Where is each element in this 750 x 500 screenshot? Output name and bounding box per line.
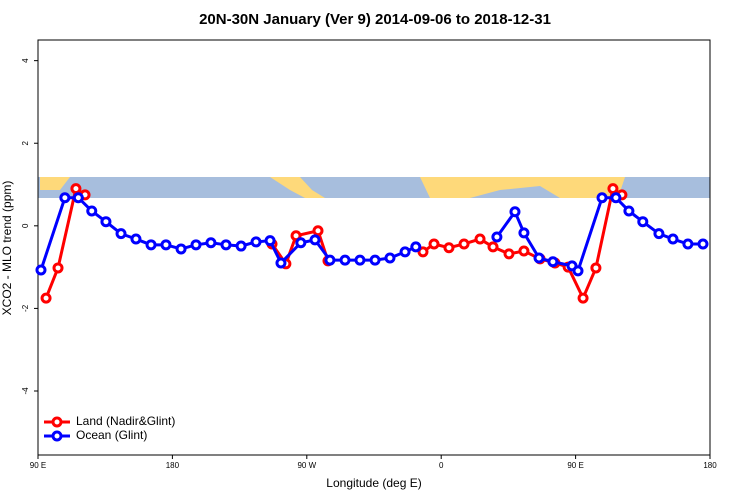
- point: [596, 192, 608, 204]
- point: [70, 183, 82, 195]
- map-band: [38, 177, 710, 198]
- point: [518, 245, 530, 257]
- point: [607, 183, 619, 195]
- x-tick-label: 180: [166, 461, 180, 470]
- map-land: [270, 177, 325, 198]
- point: [503, 248, 515, 260]
- point: [235, 240, 247, 252]
- x-tick-label: 90 W: [297, 461, 316, 470]
- y-tick-label: 0: [21, 223, 30, 228]
- point: [399, 246, 411, 258]
- point: [354, 254, 366, 266]
- point: [145, 239, 157, 251]
- point: [610, 192, 622, 204]
- point: [59, 192, 71, 204]
- point: [160, 239, 172, 251]
- point: [35, 264, 47, 276]
- point: [384, 252, 396, 264]
- series-line: [44, 186, 623, 302]
- point: [487, 241, 499, 253]
- point: [312, 225, 324, 237]
- plot-frame: [37, 39, 711, 456]
- legend-label: Land (Nadir&Glint): [76, 414, 175, 428]
- point: [443, 242, 455, 254]
- x-tick-label: 90 E: [567, 461, 583, 470]
- point: [264, 235, 276, 247]
- point: [72, 192, 84, 204]
- map-land: [420, 177, 625, 198]
- point: [369, 254, 381, 266]
- point: [86, 205, 98, 217]
- point: [309, 234, 321, 246]
- legend-marker: [51, 430, 63, 442]
- point: [190, 239, 202, 251]
- point: [509, 206, 521, 218]
- point: [653, 228, 665, 240]
- point: [220, 239, 232, 251]
- point: [417, 246, 429, 258]
- point: [115, 228, 127, 240]
- point: [130, 233, 142, 245]
- point: [295, 237, 307, 249]
- point: [458, 238, 470, 250]
- point: [572, 265, 584, 277]
- y-tick-label: 4: [21, 58, 30, 63]
- y-tick-label: 2: [21, 140, 30, 145]
- point: [324, 254, 336, 266]
- point: [697, 238, 709, 250]
- point: [577, 292, 589, 304]
- legend-label: Ocean (Glint): [76, 428, 147, 442]
- x-tick-label: 0: [439, 461, 444, 470]
- point: [474, 233, 486, 245]
- point: [250, 236, 262, 248]
- point: [290, 230, 302, 242]
- point: [40, 292, 52, 304]
- point: [547, 256, 559, 268]
- chart-title: 20N-30N January (Ver 9) 2014-09-06 to 20…: [199, 11, 551, 28]
- point: [205, 237, 217, 249]
- point: [533, 252, 545, 264]
- map-land: [40, 177, 70, 190]
- x-tick-label: 90 E: [30, 461, 46, 470]
- point: [590, 262, 602, 274]
- point: [100, 216, 112, 228]
- point: [275, 257, 287, 269]
- x-axis-label: Longitude (deg E): [326, 476, 421, 490]
- point: [518, 227, 530, 239]
- point: [410, 241, 422, 253]
- point: [175, 243, 187, 255]
- point: [339, 254, 351, 266]
- point: [491, 231, 503, 243]
- point: [667, 233, 679, 245]
- y-axis-label: XCO2 - MLO trend (ppm): [0, 181, 14, 316]
- point: [428, 238, 440, 250]
- x-tick-label: 180: [703, 461, 717, 470]
- point: [637, 216, 649, 228]
- legend-marker: [51, 416, 63, 428]
- y-tick-label: -4: [21, 387, 30, 395]
- y-tick-label: -2: [21, 304, 30, 312]
- point: [623, 205, 635, 217]
- point: [682, 238, 694, 250]
- point: [52, 262, 64, 274]
